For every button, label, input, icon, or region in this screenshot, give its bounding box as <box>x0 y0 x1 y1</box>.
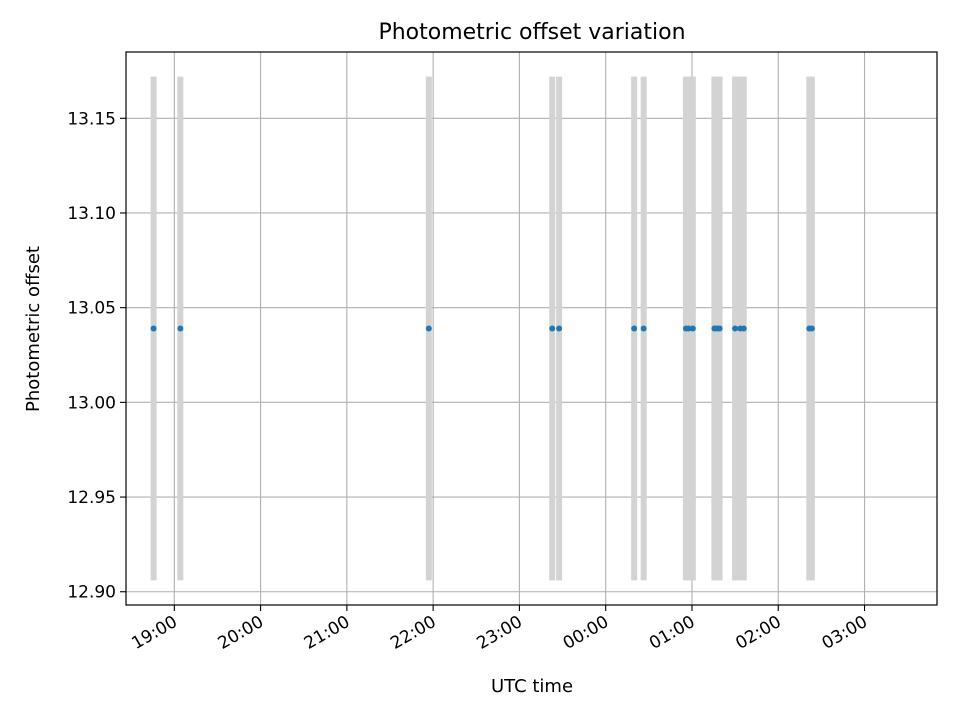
data-point <box>425 325 432 332</box>
y-tick-label: 13.05 <box>67 299 116 319</box>
data-point <box>177 325 184 332</box>
data-point <box>685 325 692 332</box>
data-point <box>150 325 157 332</box>
data-point <box>631 325 638 332</box>
y-axis-label: Photometric offset <box>23 246 44 412</box>
y-tick-label: 13.10 <box>67 204 116 224</box>
plot-frame <box>125 51 938 606</box>
data-points <box>150 325 815 332</box>
chart-title: Photometric offset variation <box>378 20 685 45</box>
data-point <box>808 325 815 332</box>
grid <box>126 52 937 605</box>
y-tick-label: 13.00 <box>67 393 116 413</box>
data-point <box>556 325 563 332</box>
y-tick-label: 12.90 <box>67 583 116 603</box>
data-point <box>732 325 739 332</box>
data-point <box>740 325 747 332</box>
y-tick-label: 12.95 <box>67 488 116 508</box>
data-point <box>716 325 723 332</box>
y-axis: 12.90 12.95 13.00 13.05 13.10 13.15 <box>67 109 126 603</box>
data-point <box>640 325 647 332</box>
y-tick-label: 13.15 <box>67 109 116 129</box>
data-point <box>549 325 556 332</box>
data-point <box>689 325 696 332</box>
x-axis-label: UTC time <box>491 676 573 697</box>
